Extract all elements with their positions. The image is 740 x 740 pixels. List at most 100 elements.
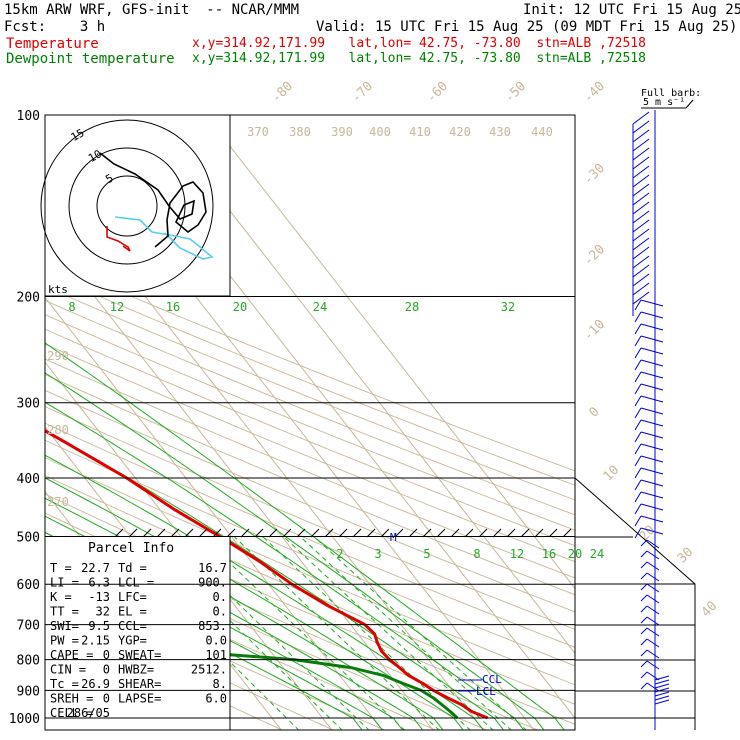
wind-barb — [640, 503, 664, 511]
theta-label: 370 — [247, 125, 269, 139]
isotherm — [45, 361, 333, 730]
theta-label: 420 — [449, 125, 471, 139]
freezing-hatch — [156, 528, 166, 538]
parcel-param-value: 6.3 — [88, 576, 110, 590]
wind-barb — [632, 120, 650, 134]
parcel-param-label: LAPSE= — [118, 692, 161, 706]
wind-barb — [634, 491, 642, 503]
parcel-param-value: 2.15 — [81, 634, 110, 648]
mixing-ratio-label: 3 — [374, 547, 381, 561]
wind-barb — [640, 467, 664, 475]
mixing-ratio-line — [313, 536, 527, 730]
wind-barb — [634, 431, 642, 443]
pressure-tick-label: 100 — [17, 109, 40, 124]
pressure-tick-label: 200 — [17, 291, 40, 306]
dry-adiabat — [45, 439, 575, 667]
mixing-ratio-line — [283, 536, 494, 730]
parcel-param-value: 8. — [213, 677, 227, 691]
freezing-hatch — [170, 528, 180, 538]
pressure-tick-label: 1000 — [9, 712, 40, 727]
isotherm — [205, 115, 575, 590]
parcel-param-value: 6.0 — [205, 692, 227, 706]
theta-label: 440 — [531, 125, 553, 139]
theta-e-label: 12 — [110, 300, 124, 314]
wind-barb — [654, 683, 670, 689]
parcel-param-value: 0. — [213, 605, 227, 619]
freezing-hatch — [338, 528, 348, 538]
wind-barb — [654, 675, 670, 681]
dry-adiabat — [45, 358, 575, 579]
wind-barbs: Full barb:5 m s⁻¹ — [632, 88, 701, 730]
parcel-param-value: -13 — [88, 590, 110, 604]
wind-barb — [646, 550, 660, 560]
parcel-param-value: 286/05 — [67, 706, 110, 720]
wind-barb — [634, 383, 642, 395]
parcel-param-label: SREH = — [50, 692, 93, 706]
parcel-param-label: CELL = — [50, 706, 93, 720]
wind-barb — [646, 682, 660, 692]
parcel-param-label: LFC= — [118, 590, 147, 604]
wind-barb — [646, 616, 660, 626]
dry-adiabat — [45, 422, 575, 648]
wind-barb — [640, 682, 648, 690]
wind-barb — [632, 165, 650, 179]
isotherm-label: -10 — [581, 317, 608, 344]
freezing-hatch — [128, 528, 138, 538]
wind-barb — [646, 572, 660, 582]
wind-barb — [646, 539, 660, 549]
mixing-ratio-line — [299, 536, 512, 730]
wind-barb — [634, 371, 642, 383]
parcel-param-label: CAPE = — [50, 648, 93, 662]
parcel-param-label: PW = — [50, 634, 79, 648]
wind-barb — [634, 515, 642, 527]
wind-barb — [634, 455, 642, 467]
freezing-hatch — [422, 528, 432, 538]
pressure-tick-label: 600 — [17, 578, 40, 593]
parcel-box-bg — [45, 537, 230, 730]
dry-adiabat — [45, 374, 575, 596]
barb-panel-edge — [574, 477, 696, 730]
dry-adiabat — [45, 572, 386, 730]
dry-adiabat — [45, 286, 575, 501]
freezing-hatch — [310, 528, 320, 538]
ccl-label: CCL — [482, 673, 502, 686]
theta-label: 410 — [409, 125, 431, 139]
dry-adiabat — [45, 594, 335, 730]
pressure-tick-label: 500 — [17, 530, 40, 545]
parcel-param-label: SWI= — [50, 619, 79, 633]
isotherm-label: -50 — [502, 79, 529, 106]
dry-adiabat — [45, 259, 575, 472]
mixing-ratio-label: 2 — [336, 547, 343, 561]
parcel-param-value: 0 — [103, 663, 110, 677]
dewpoint-label: Dewpoint temperature — [6, 51, 175, 67]
freezing-hatch — [226, 528, 236, 538]
wind-barb — [640, 299, 664, 307]
theta-e-label: 24 — [313, 300, 327, 314]
parcel-param-label: Tc = — [50, 677, 79, 691]
wind-barb — [632, 129, 650, 143]
freezing-hatch — [142, 528, 152, 538]
parcel-param-label: TT = — [50, 605, 79, 619]
wind-barb — [640, 638, 648, 646]
theta-label: 430 — [489, 125, 511, 139]
wind-barb — [640, 583, 648, 591]
parcel-param-label: EL = — [118, 605, 147, 619]
freezing-hatch — [408, 528, 418, 538]
moist-adiabat — [45, 372, 545, 730]
parcel-param-value: 9.5 — [88, 619, 110, 633]
parcel-param-value: 0 — [103, 692, 110, 706]
wind-barb — [640, 431, 664, 439]
wind-barb — [632, 201, 650, 215]
theta-e-label: 20 — [233, 300, 247, 314]
wind-barb — [640, 515, 664, 523]
wind-barb — [640, 419, 664, 427]
wind-barb — [634, 467, 642, 479]
freezing-hatch — [268, 528, 278, 538]
wind-barb — [632, 138, 650, 152]
wind-barb — [634, 443, 642, 455]
mixing-ratio-label: 12 — [510, 547, 524, 561]
isotherm-label: 40 — [699, 599, 721, 621]
hodograph-units: kts — [48, 283, 68, 296]
isotherm-label: -40 — [581, 79, 608, 106]
freezing-hatch — [324, 528, 334, 538]
